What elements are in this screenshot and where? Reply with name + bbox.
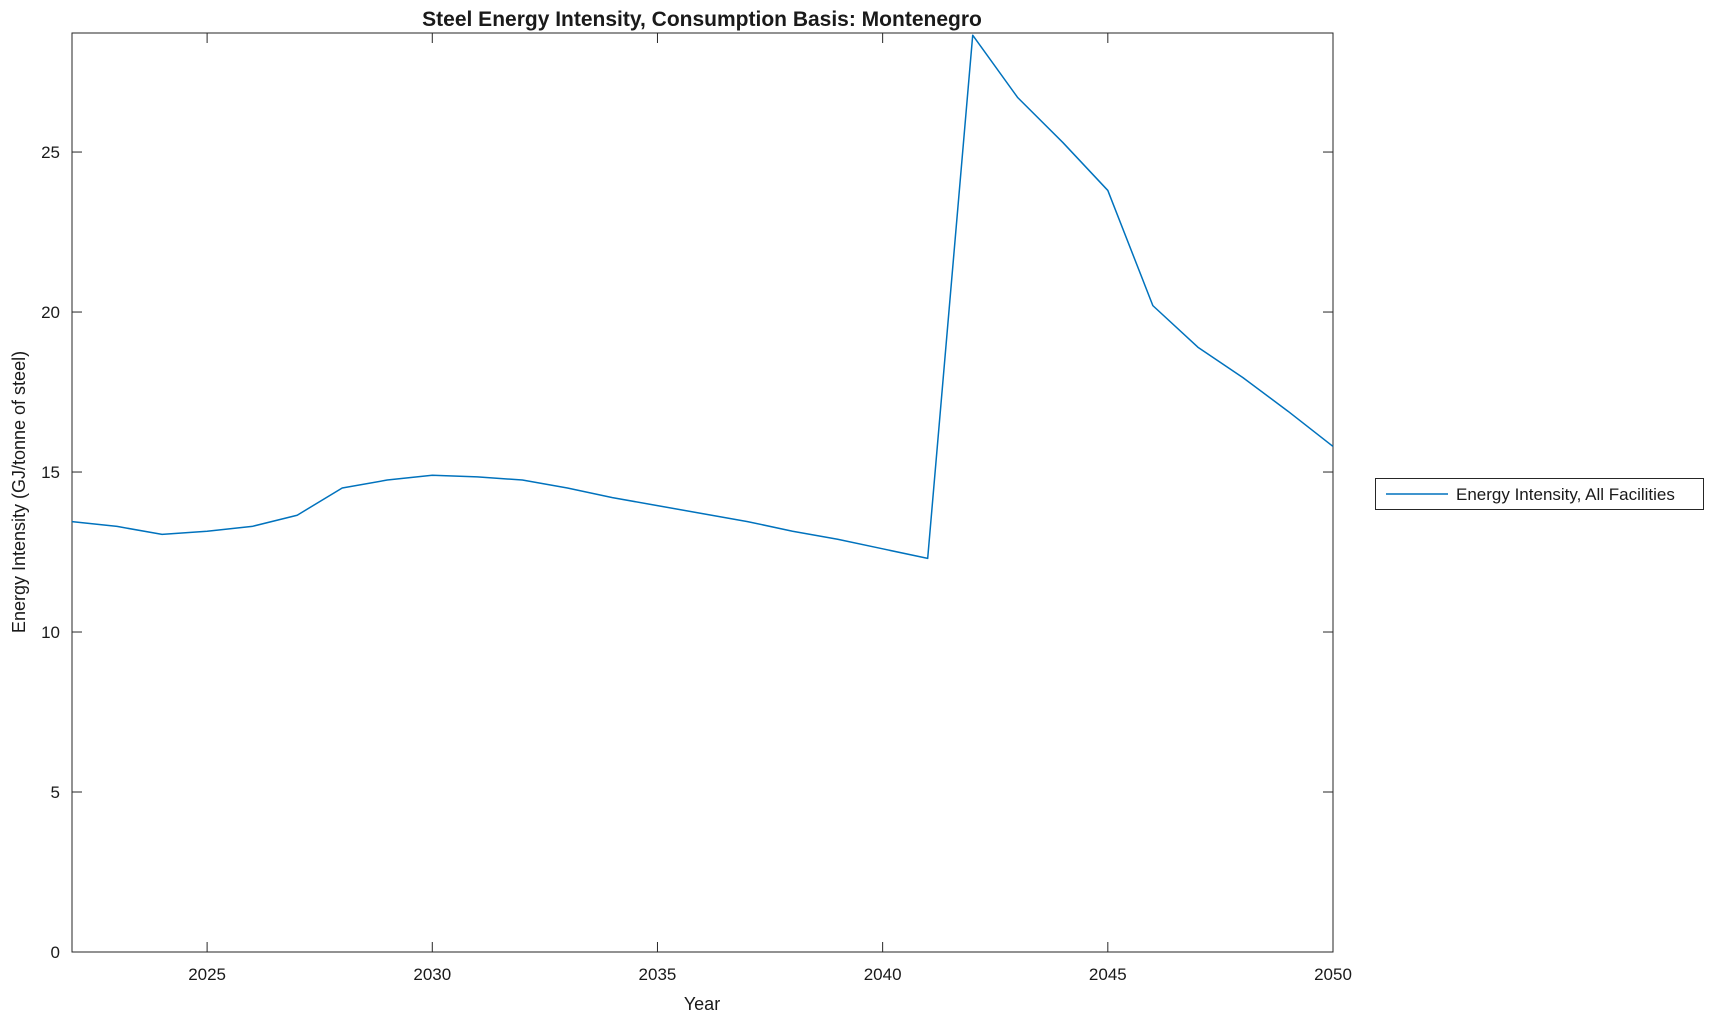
x-axis-label: Year xyxy=(684,994,720,1014)
data-series xyxy=(71,34,1334,560)
x-tick-label: 2040 xyxy=(864,965,902,984)
x-tick-label: 2045 xyxy=(1089,965,1127,984)
x-tick-label: 2025 xyxy=(188,965,226,984)
y-axis-label: Energy Intensity (GJ/tonne of steel) xyxy=(9,351,29,633)
axis-ticks xyxy=(72,33,1334,953)
plot-area xyxy=(71,32,1334,953)
legend-entry-label: Energy Intensity, All Facilities xyxy=(1456,485,1675,504)
y-tick-label: 20 xyxy=(41,303,60,322)
chart-title: Steel Energy Intensity, Consumption Basi… xyxy=(422,8,982,31)
legend: Energy Intensity, All Facilities xyxy=(1375,478,1704,510)
x-tick-label: 2030 xyxy=(413,965,451,984)
energy-intensity-line xyxy=(71,34,1334,560)
y-tick-label: 25 xyxy=(41,143,60,162)
y-tick-label: 10 xyxy=(41,623,60,642)
x-tick-label: 2050 xyxy=(1314,965,1352,984)
y-tick-label: 5 xyxy=(51,783,60,802)
x-tick-label: 2035 xyxy=(639,965,677,984)
y-tick-label: 15 xyxy=(41,463,60,482)
y-tick-label: 0 xyxy=(51,943,60,962)
